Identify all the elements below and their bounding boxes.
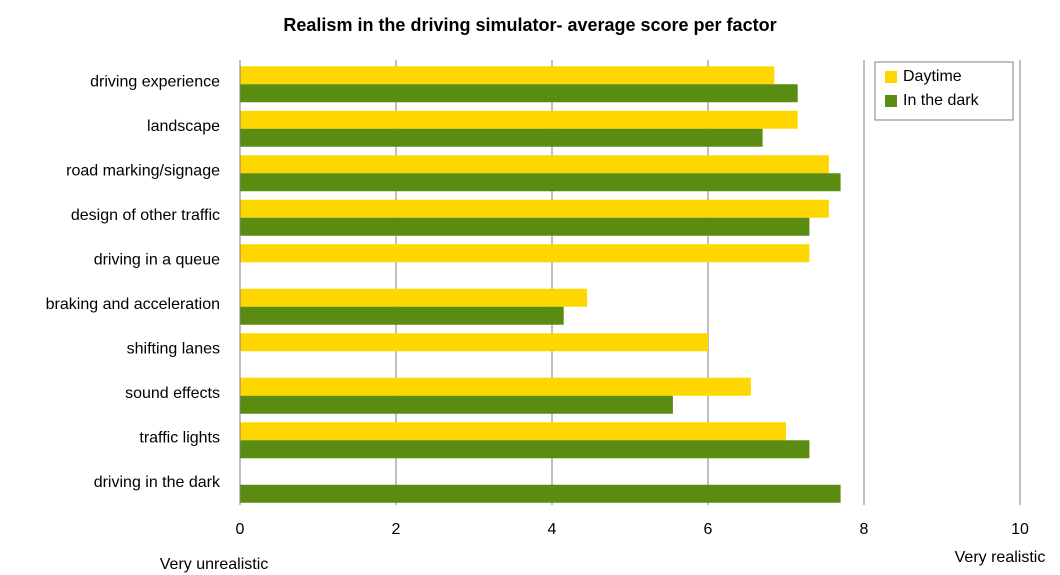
x-tick-label: 4 [548,521,557,538]
bar [240,440,810,459]
bar [240,217,810,236]
bar [240,395,673,414]
y-tick-label: road marking/signage [66,162,220,179]
y-tick-label: driving in a queue [94,251,220,268]
y-tick-label: driving in the dark [94,474,221,491]
y-tick-label: sound effects [125,385,220,402]
bar [240,422,786,441]
y-tick-label: traffic lights [139,429,220,446]
y-tick-label: braking and acceleration [46,296,220,313]
bar [240,306,564,325]
y-tick-label: driving experience [90,73,220,90]
bar [240,110,798,129]
y-tick-label: design of other traffic [71,207,220,224]
bar [240,484,841,503]
x-tick-label: 0 [236,521,245,538]
bar [240,155,829,174]
chart-title: Realism in the driving simulator- averag… [283,15,776,35]
bar [240,288,588,307]
x-tick-label: 2 [392,521,401,538]
x-tick-label: 10 [1011,521,1029,538]
legend-label: In the dark [903,92,980,109]
bar [240,244,810,263]
y-tick-label: landscape [147,118,220,135]
legend-swatch [885,71,897,83]
bar [240,199,829,218]
bar [240,173,841,192]
x-tick-label: 8 [860,521,869,538]
annotation: Very unrealistic [160,556,269,573]
bar [240,84,798,103]
x-tick-label: 6 [704,521,713,538]
legend-box [874,61,1014,121]
legend-label: Daytime [903,68,962,85]
bar [240,333,708,352]
bar [240,128,763,147]
y-tick-label: shifting lanes [127,340,220,357]
annotation: Very realistic [955,549,1046,566]
bar [240,66,775,85]
legend-swatch [885,95,897,107]
bar [240,377,751,396]
